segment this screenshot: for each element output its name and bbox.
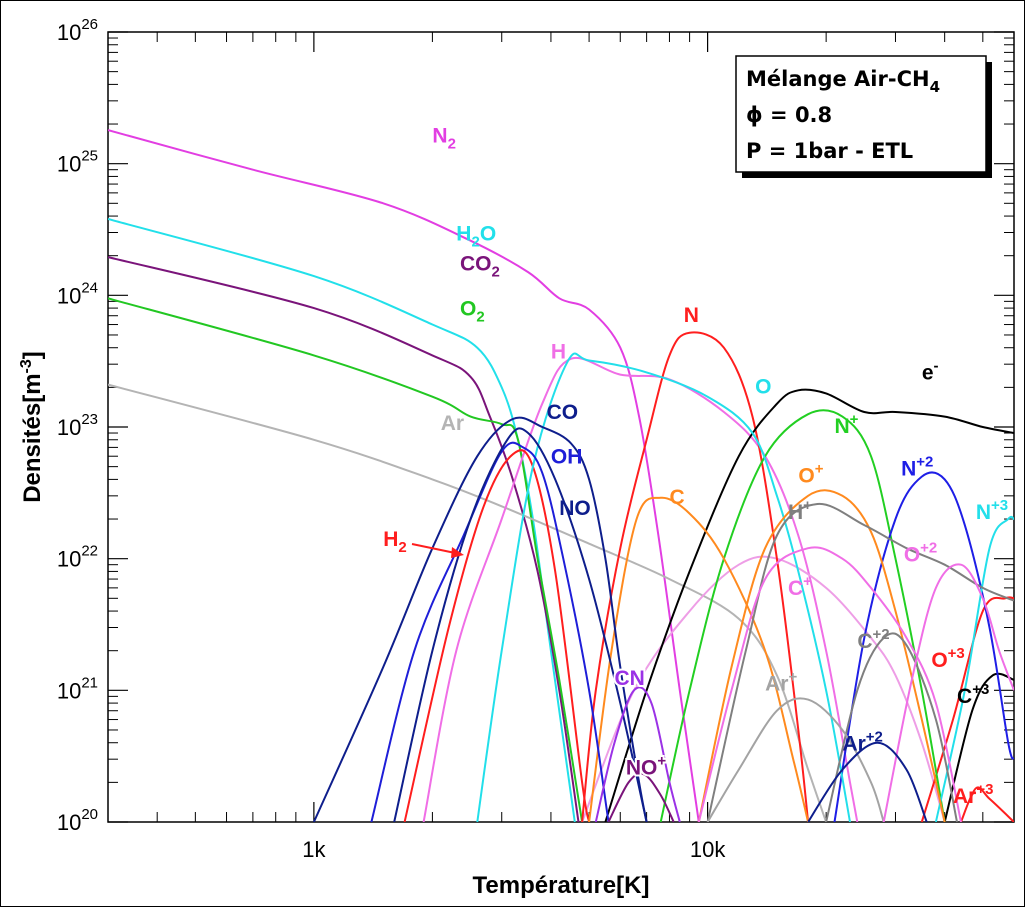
svg-text:Mélange Air-CH4: Mélange Air-CH4 bbox=[746, 67, 940, 96]
y-tick-label: 1026 bbox=[57, 16, 98, 45]
series-label-25: CO bbox=[547, 401, 579, 424]
series-lines bbox=[108, 129, 1014, 822]
series-label-27: NO bbox=[559, 497, 591, 520]
series-label-16: O bbox=[755, 375, 771, 398]
series-line-23 bbox=[697, 546, 962, 822]
series-label-21: C+2 bbox=[857, 626, 889, 653]
series-line-15 bbox=[833, 471, 1014, 822]
series-line-28 bbox=[807, 741, 928, 822]
series-label-23: C+ bbox=[788, 573, 812, 600]
series-label-0: N2 bbox=[432, 124, 456, 152]
series-line-8 bbox=[581, 331, 810, 822]
series-label-11: Ar+3 bbox=[953, 781, 993, 808]
series-label-4: Ar bbox=[441, 412, 464, 435]
legend-box: Mélange Air-CH4 ϕ = 0.8 P = 1bar - ETL bbox=[735, 55, 992, 178]
series-label-2: CO2 bbox=[460, 252, 500, 280]
y-tick-label: 1025 bbox=[57, 148, 98, 177]
legend-phi: ϕ = 0.8 bbox=[746, 103, 832, 127]
y-tick-label: 1023 bbox=[57, 411, 98, 440]
x-tick-label: 1k bbox=[302, 837, 326, 862]
series-line-0 bbox=[108, 129, 700, 822]
series-label-28: Ar+2 bbox=[842, 728, 882, 755]
series-line-30 bbox=[607, 772, 675, 822]
series-label-15: N+2 bbox=[901, 453, 933, 480]
series-line-12 bbox=[604, 388, 1014, 822]
series-line-16 bbox=[476, 352, 851, 822]
series-label-20: H+ bbox=[788, 497, 812, 524]
series-line-27 bbox=[393, 427, 648, 822]
series-label-26: OH bbox=[551, 445, 583, 468]
series-line-4 bbox=[108, 383, 828, 822]
series-label-29: CN bbox=[614, 667, 644, 690]
series-line-26 bbox=[370, 441, 610, 822]
series-label-1: H2O bbox=[456, 223, 496, 251]
series-line-11 bbox=[960, 786, 1014, 822]
series-line-25 bbox=[312, 416, 648, 822]
y-tick-label: 1021 bbox=[57, 674, 98, 703]
x-axis-label: Température[K] bbox=[473, 872, 650, 899]
series-label-18: C bbox=[669, 486, 684, 509]
series-line-22 bbox=[706, 697, 885, 822]
y-tick-label: 1020 bbox=[57, 806, 98, 835]
y-axis-label: Densités[m-3] bbox=[18, 351, 46, 503]
series-line-7 bbox=[581, 555, 946, 822]
series-line-24 bbox=[882, 563, 1014, 822]
tick-labels: 1020 1021 1022 1023 1024 1025 1026 1k 10k bbox=[57, 16, 727, 862]
series-line-21 bbox=[825, 632, 958, 822]
series-label-22: Ar+ bbox=[765, 668, 797, 695]
legend-mixture: Mélange Air-CH bbox=[746, 67, 930, 91]
legend-pressure: P = 1bar - ETL bbox=[746, 139, 913, 163]
y-tick-label: 1022 bbox=[57, 543, 98, 572]
series-label-14: N+ bbox=[834, 411, 858, 438]
series-label-19: O+ bbox=[798, 460, 823, 487]
series-label-30: NO+ bbox=[626, 752, 667, 779]
series-label-13: C+3 bbox=[957, 681, 989, 708]
series-line-3 bbox=[108, 297, 584, 822]
series-label-24: O+2 bbox=[904, 540, 937, 567]
h2-arrowhead bbox=[451, 547, 464, 558]
series-line-9 bbox=[403, 449, 591, 822]
series-line-20 bbox=[706, 502, 1014, 822]
series-line-13 bbox=[943, 672, 1014, 822]
x-tick-label: 10k bbox=[690, 837, 726, 862]
series-line-17 bbox=[934, 515, 1014, 822]
series-label-12: e- bbox=[922, 357, 939, 384]
series-label-9: H2 bbox=[383, 528, 407, 556]
series-line-2 bbox=[108, 256, 580, 822]
series-label-3: O2 bbox=[460, 298, 485, 326]
series-label-8: N bbox=[684, 304, 699, 327]
series-label-17: N+3 bbox=[976, 497, 1008, 524]
series-line-18 bbox=[588, 496, 810, 822]
series-line-29 bbox=[594, 686, 681, 822]
series-line-1 bbox=[108, 218, 576, 822]
series-line-19 bbox=[697, 489, 946, 822]
series-label-6: H bbox=[551, 341, 566, 364]
series-label-10: O+3 bbox=[931, 645, 964, 672]
y-tick-label: 1024 bbox=[57, 279, 98, 308]
